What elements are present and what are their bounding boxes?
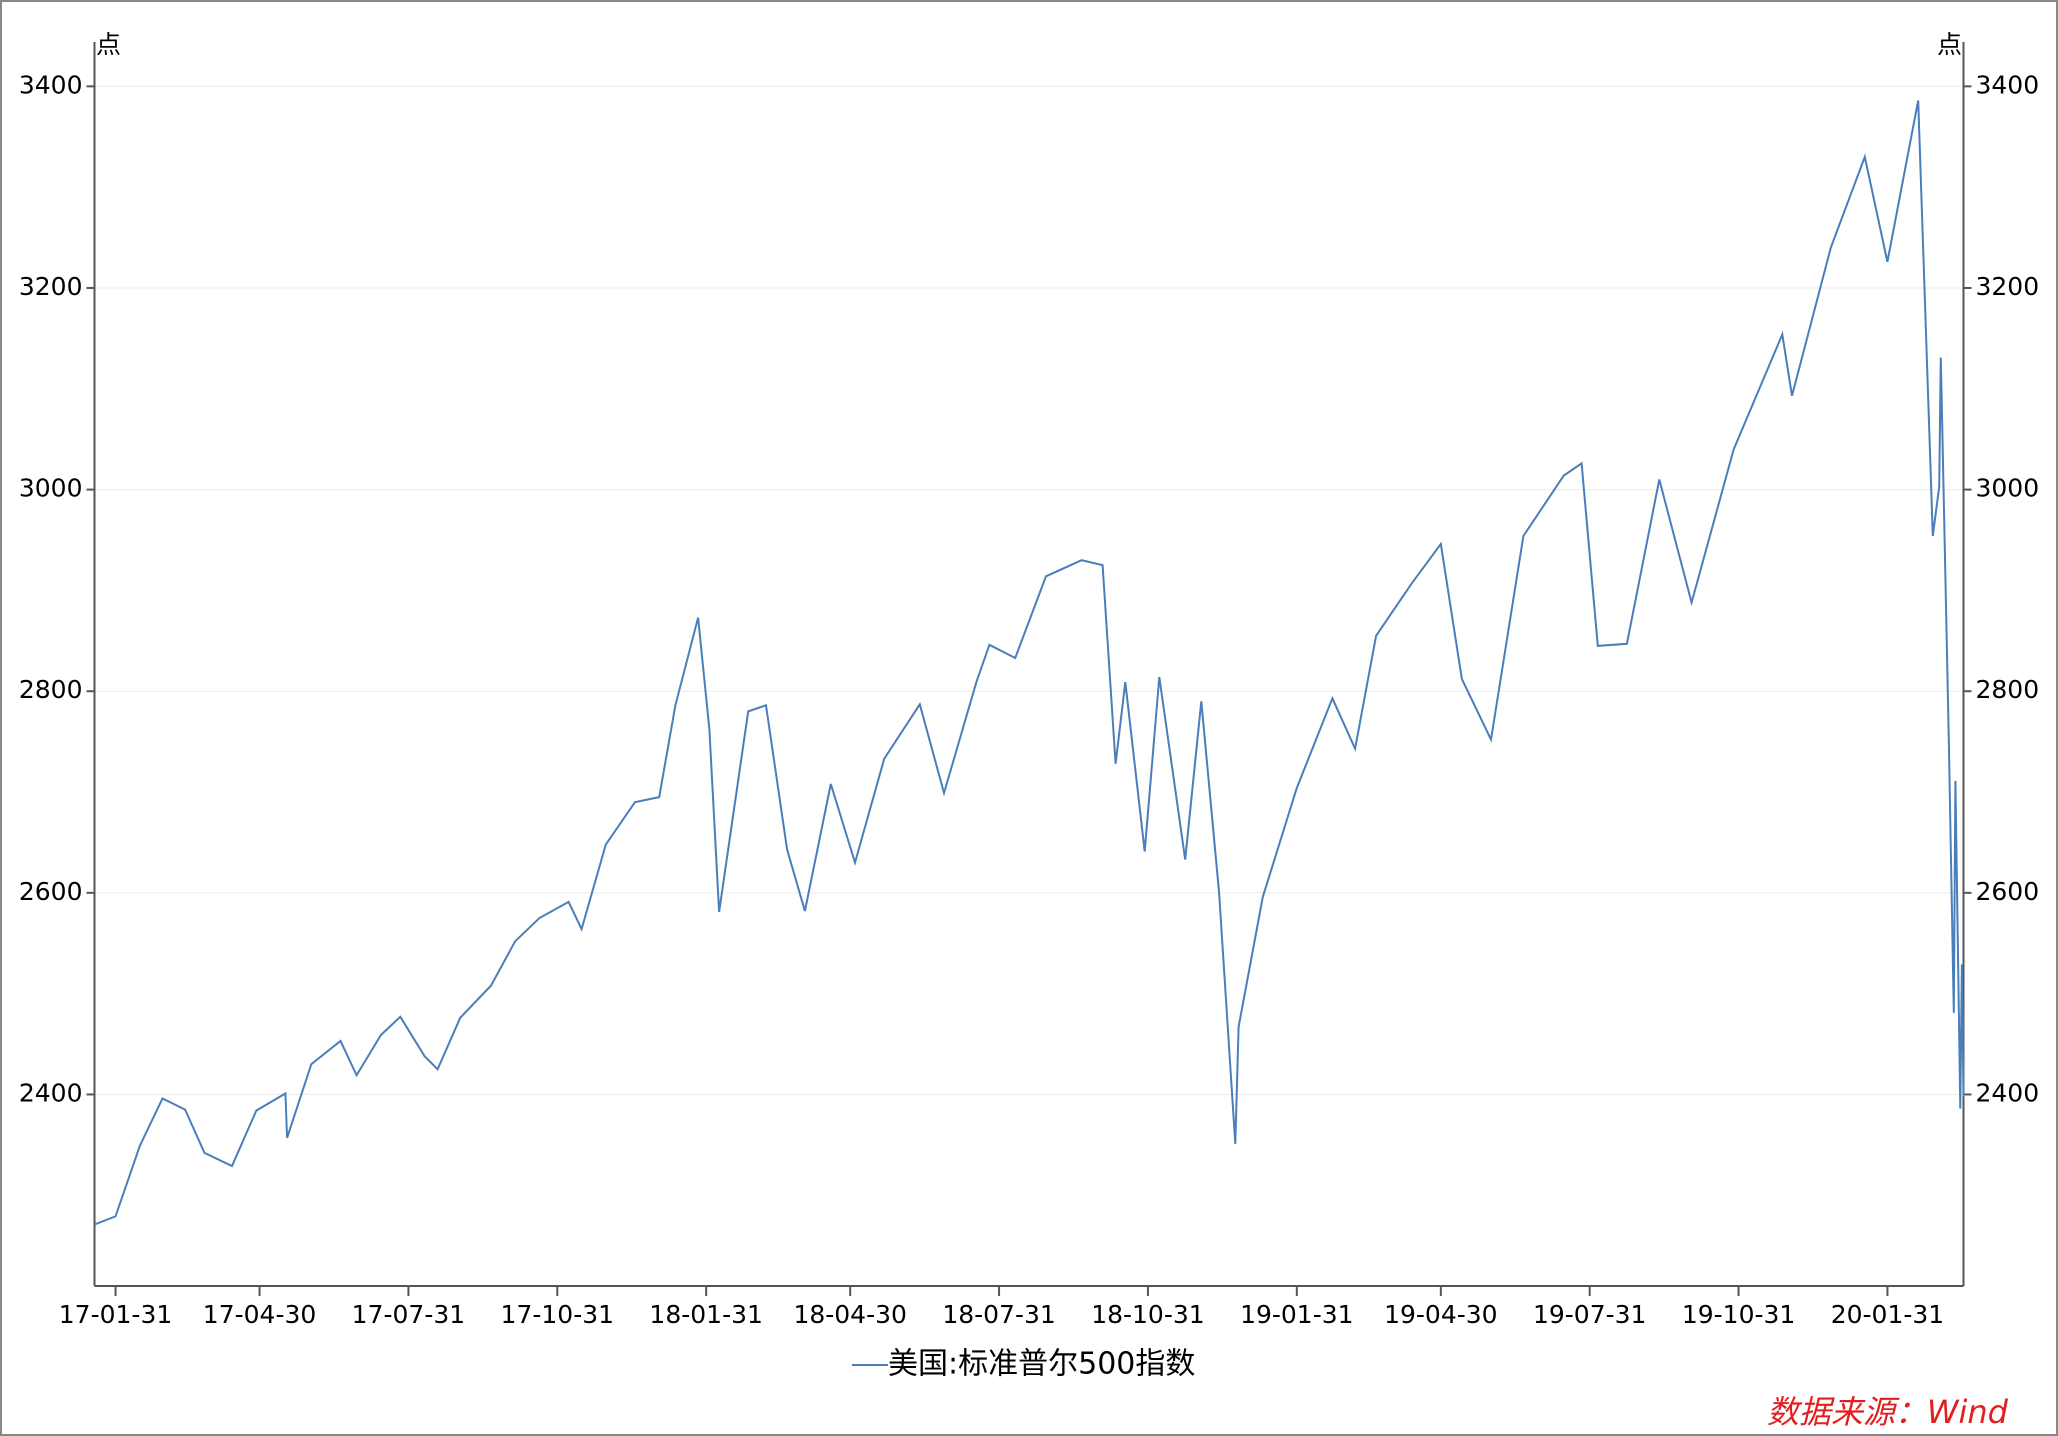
y2-tick-label: 3000 (1976, 474, 2040, 503)
y2-tick-label: 3200 (1976, 272, 2040, 301)
x-tick-label: 19-04-30 (1384, 1300, 1497, 1329)
x-tick-label: 19-10-31 (1682, 1300, 1795, 1329)
y-tick-label: 2600 (19, 877, 83, 906)
x-tick-label: 19-01-31 (1240, 1300, 1353, 1329)
x-tick-label: 18-07-31 (942, 1300, 1055, 1329)
y2-tick-label: 2600 (1976, 877, 2040, 906)
x-tick-label: 17-01-31 (59, 1300, 172, 1329)
y-tick-label: 3200 (19, 272, 83, 301)
x-tick-label: 17-10-31 (501, 1300, 614, 1329)
y2-tick-label: 2400 (1976, 1078, 2040, 1107)
y2-tick-label: 2800 (1976, 675, 2040, 704)
x-tick-label: 18-10-31 (1091, 1300, 1204, 1329)
x-tick-label: 18-04-30 (793, 1300, 906, 1329)
x-tick-label: 19-07-31 (1533, 1300, 1646, 1329)
y-tick-label: 3400 (19, 70, 83, 99)
x-tick-label: 17-07-31 (352, 1300, 465, 1329)
y-tick-label: 2400 (19, 1078, 83, 1107)
x-tick-label: 18-01-31 (649, 1300, 762, 1329)
x-tick-label: 20-01-31 (1831, 1300, 1944, 1329)
y-unit: 点 (96, 30, 121, 59)
legend-label: 美国:标准普尔500指数 (888, 1347, 1195, 1382)
y2-tick-label: 3400 (1976, 70, 2040, 99)
line-series (94, 100, 1965, 1226)
source-note: 数据来源：Wind (1767, 1393, 2009, 1431)
x-tick-label: 17-04-30 (203, 1300, 316, 1329)
y-tick-label: 2800 (19, 675, 83, 704)
y-tick-label: 3000 (19, 474, 83, 503)
y2-unit: 点 (1937, 30, 1962, 59)
